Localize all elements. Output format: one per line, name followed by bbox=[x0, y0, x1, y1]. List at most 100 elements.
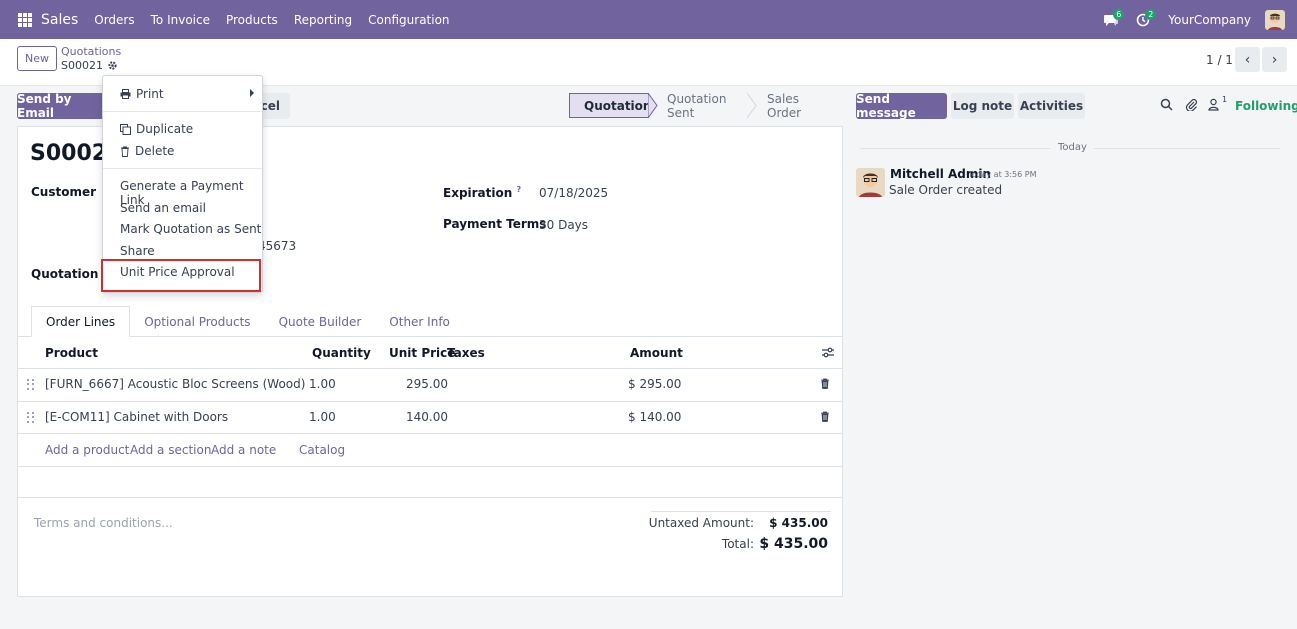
following-toggle[interactable]: Following bbox=[1235, 99, 1297, 113]
terms-conditions-input[interactable]: Terms and conditions... bbox=[34, 516, 173, 530]
user-avatar[interactable] bbox=[1265, 9, 1285, 30]
breadcrumb-current-label: S00021 bbox=[61, 59, 103, 72]
tab-order-lines[interactable]: Order Lines bbox=[31, 306, 131, 337]
search-icon[interactable] bbox=[1160, 98, 1173, 111]
tab-quote-builder[interactable]: Quote Builder bbox=[278, 314, 362, 329]
col-taxes[interactable]: Taxes bbox=[447, 346, 485, 360]
add-section-link[interactable]: Add a section bbox=[130, 443, 212, 457]
tab-optional-products[interactable]: Optional Products bbox=[144, 314, 251, 329]
menu-configuration[interactable]: Configuration bbox=[368, 12, 450, 27]
total-label: Total: bbox=[721, 537, 754, 551]
payment-terms-field[interactable]: 30 Days bbox=[539, 218, 589, 232]
row-1-amount: $ 295.00 bbox=[628, 377, 682, 391]
menu-products[interactable]: Products bbox=[225, 12, 278, 27]
tab-underline bbox=[18, 336, 842, 337]
gear-icon[interactable] bbox=[107, 60, 118, 71]
messages-badge: 6 bbox=[1113, 8, 1125, 20]
trash-icon bbox=[121, 146, 129, 157]
messages-button[interactable]: 6 bbox=[1098, 8, 1125, 30]
expiration-label: Expiration ? bbox=[443, 185, 521, 200]
add-product-link[interactable]: Add a product bbox=[45, 443, 130, 457]
menu-reporting[interactable]: Reporting bbox=[293, 12, 353, 27]
app-name[interactable]: Sales bbox=[41, 11, 79, 28]
tab-other-info[interactable]: Other Info bbox=[389, 314, 450, 329]
col-quantity[interactable]: Quantity bbox=[312, 346, 371, 360]
copy-icon bbox=[120, 123, 131, 135]
activities-button[interactable]: Activities bbox=[1018, 93, 1085, 119]
dropdown-divider bbox=[103, 111, 262, 112]
breadcrumb-parent[interactable]: Quotations bbox=[61, 45, 122, 58]
catalog-link[interactable]: Catalog bbox=[299, 443, 346, 457]
message-time: Today at 3:56 PM bbox=[968, 170, 1037, 179]
message-body: Sale Order created bbox=[889, 183, 1003, 197]
new-button[interactable]: New bbox=[17, 46, 57, 71]
apps-grid-icon[interactable] bbox=[18, 12, 32, 27]
gear-actions-dropdown: Print Duplicate Delete Generate a Paymen… bbox=[102, 75, 263, 293]
paperclip-icon[interactable] bbox=[1185, 98, 1198, 111]
pager-next-button[interactable]: › bbox=[1262, 47, 1287, 72]
highlight-annotation bbox=[101, 259, 261, 292]
optional-columns-icon[interactable] bbox=[822, 347, 834, 358]
log-note-button[interactable]: Log note bbox=[951, 93, 1014, 119]
print-label: Print bbox=[136, 87, 164, 101]
row-2-quantity[interactable]: 1.00 bbox=[309, 410, 336, 424]
status-quotation[interactable]: Quotation bbox=[569, 93, 651, 118]
followers-icon[interactable] bbox=[1208, 98, 1219, 111]
chevron-right-icon: › bbox=[1271, 51, 1278, 68]
generate-payment-link-item[interactable]: Generate a Payment Link bbox=[120, 179, 244, 207]
status-quotation-sent[interactable]: Quotation Sent bbox=[667, 91, 727, 120]
pager-previous-button[interactable]: ‹ bbox=[1235, 47, 1260, 72]
date-separator-left bbox=[860, 148, 1050, 149]
unit-price-approval-item[interactable]: Unit Price Approval bbox=[120, 265, 235, 279]
menu-to-invoice[interactable]: To Invoice bbox=[150, 12, 210, 27]
drag-handle-icon[interactable] bbox=[27, 412, 35, 423]
send-by-email-button[interactable]: Send by Email bbox=[17, 92, 107, 120]
col-unit-price[interactable]: Unit Price bbox=[389, 346, 456, 360]
row-divider bbox=[18, 401, 842, 402]
status-arrow-1 bbox=[648, 93, 658, 118]
row-1-product[interactable]: [FURN_6667] Acoustic Bloc Screens (Wood) bbox=[45, 377, 306, 391]
add-note-link[interactable]: Add a note bbox=[211, 443, 277, 457]
drag-handle-icon[interactable] bbox=[27, 379, 35, 390]
col-product[interactable]: Product bbox=[45, 346, 98, 360]
share-item[interactable]: Share bbox=[120, 244, 155, 258]
col-amount[interactable]: Amount bbox=[630, 346, 683, 360]
activities-button[interactable]: 2 bbox=[1130, 8, 1157, 30]
row-1-quantity[interactable]: 1.00 bbox=[309, 377, 336, 391]
followers-count: 1 bbox=[1222, 95, 1228, 104]
main-menu: Orders To Invoice Products Reporting Con… bbox=[86, 13, 457, 27]
table-header-divider bbox=[18, 368, 842, 369]
totals-divider bbox=[651, 511, 831, 512]
row-1-unit-price[interactable]: 295.00 bbox=[406, 377, 448, 391]
send-message-button[interactable]: Send message bbox=[856, 92, 947, 120]
duplicate-label: Duplicate bbox=[136, 122, 194, 136]
expiration-field[interactable]: 07/18/2025 bbox=[539, 186, 609, 200]
delete-label: Delete bbox=[135, 144, 175, 158]
mark-quotation-sent-item[interactable]: Mark Quotation as Sent bbox=[120, 222, 262, 236]
payment-terms-label: Payment Terms bbox=[443, 217, 547, 231]
print-menu-item[interactable]: Print bbox=[120, 87, 164, 101]
dropdown-divider bbox=[103, 168, 262, 169]
pager-value[interactable]: 1 / 1 bbox=[1206, 53, 1233, 67]
row-divider bbox=[18, 497, 842, 498]
company-switcher[interactable]: YourCompany bbox=[1168, 12, 1251, 27]
untaxed-amount-label: Untaxed Amount: bbox=[648, 516, 754, 530]
status-bar: Quotation Quotation Sent Sales Order bbox=[569, 91, 841, 120]
delete-menu-item[interactable]: Delete bbox=[120, 144, 174, 158]
author-avatar-icon bbox=[856, 168, 885, 197]
chevron-left-icon: ‹ bbox=[1244, 51, 1251, 68]
status-sales-order[interactable]: Sales Order bbox=[767, 91, 802, 120]
duplicate-menu-item[interactable]: Duplicate bbox=[120, 122, 193, 136]
message-author-avatar[interactable] bbox=[856, 168, 885, 197]
row-2-unit-price[interactable]: 140.00 bbox=[406, 410, 448, 424]
row-2-product[interactable]: [E-COM11] Cabinet with Doors bbox=[45, 410, 229, 424]
send-email-item[interactable]: Send an email bbox=[120, 201, 206, 215]
status-arrow-2 bbox=[747, 93, 757, 118]
expiration-label-text: Expiration bbox=[443, 186, 513, 200]
help-tooltip-icon[interactable]: ? bbox=[516, 185, 522, 194]
menu-orders[interactable]: Orders bbox=[94, 12, 135, 27]
row-divider bbox=[18, 466, 842, 467]
message-author[interactable]: Mitchell Admin bbox=[890, 167, 992, 181]
trash-icon[interactable] bbox=[820, 378, 830, 389]
trash-icon[interactable] bbox=[820, 411, 830, 422]
